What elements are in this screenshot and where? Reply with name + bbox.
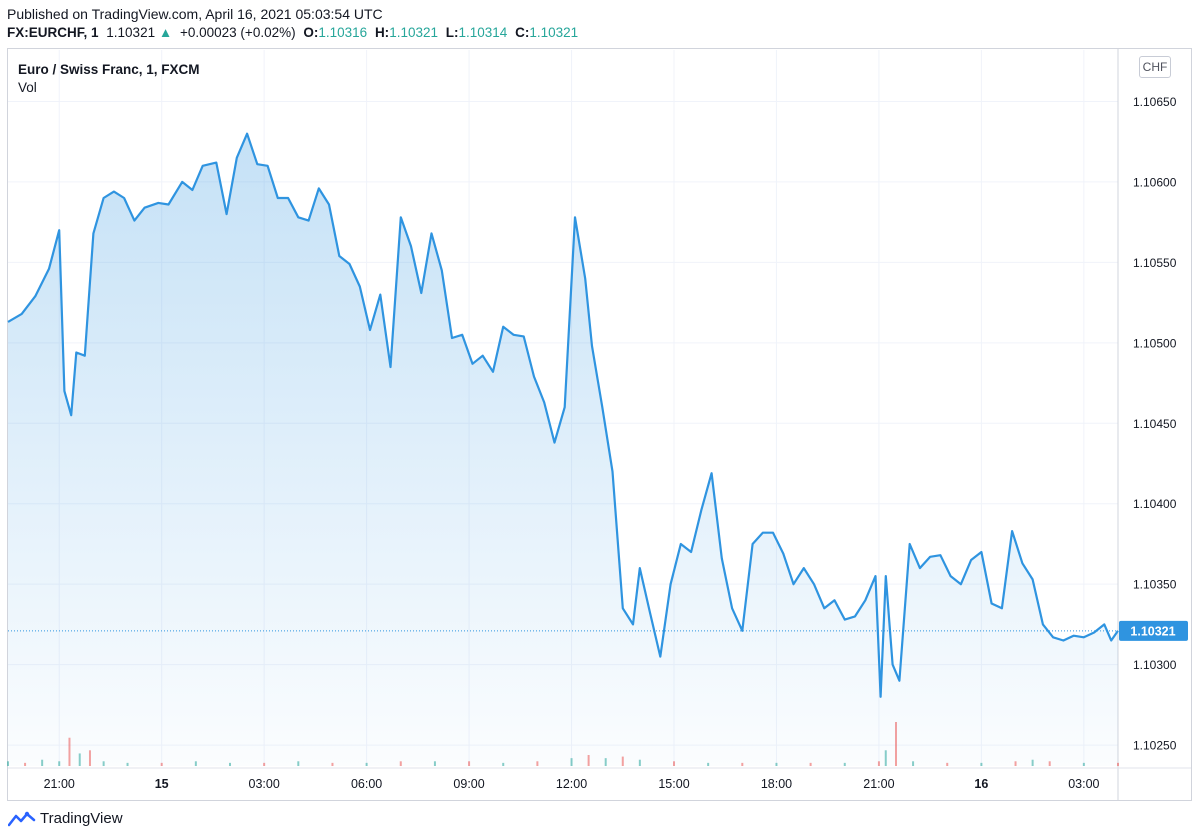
y-tick-label: 1.10450 xyxy=(1133,417,1177,431)
y-tick-label: 1.10550 xyxy=(1133,256,1177,270)
price-area-fill xyxy=(8,134,1118,766)
legend-title: Euro / Swiss Franc, 1, FXCM xyxy=(18,62,200,77)
y-tick-label: 1.10250 xyxy=(1133,739,1177,753)
footer-brand-text: TradingView xyxy=(40,810,123,827)
x-tick-label: 03:00 xyxy=(249,777,280,791)
y-tick-label: 1.10400 xyxy=(1133,497,1177,511)
last-price-tag: 1.10321 xyxy=(1119,621,1188,641)
x-tick-label: 21:00 xyxy=(863,777,894,791)
x-tick-label: 09:00 xyxy=(453,777,484,791)
legend-volume: Vol xyxy=(18,80,37,95)
y-tick-label: 1.10650 xyxy=(1133,95,1177,109)
y-tick-label: 1.10500 xyxy=(1133,336,1177,350)
x-tick-label: 18:00 xyxy=(761,777,792,791)
x-tick-label: 15 xyxy=(155,777,169,791)
x-tick-label: 21:00 xyxy=(44,777,75,791)
x-tick-label: 16 xyxy=(974,777,988,791)
x-tick-label: 03:00 xyxy=(1068,777,1099,791)
y-tick-label: 1.10350 xyxy=(1133,578,1177,592)
footer-brand[interactable]: TradingView xyxy=(8,810,123,827)
tradingview-logo-icon xyxy=(8,811,36,827)
x-tick-label: 15:00 xyxy=(658,777,689,791)
x-tick-label: 12:00 xyxy=(556,777,587,791)
y-tick-label: 1.10300 xyxy=(1133,658,1177,672)
x-tick-label: 06:00 xyxy=(351,777,382,791)
y-tick-label: 1.10600 xyxy=(1133,175,1177,189)
currency-button[interactable]: CHF xyxy=(1139,56,1171,78)
last-price-tag-label: 1.10321 xyxy=(1130,624,1175,638)
